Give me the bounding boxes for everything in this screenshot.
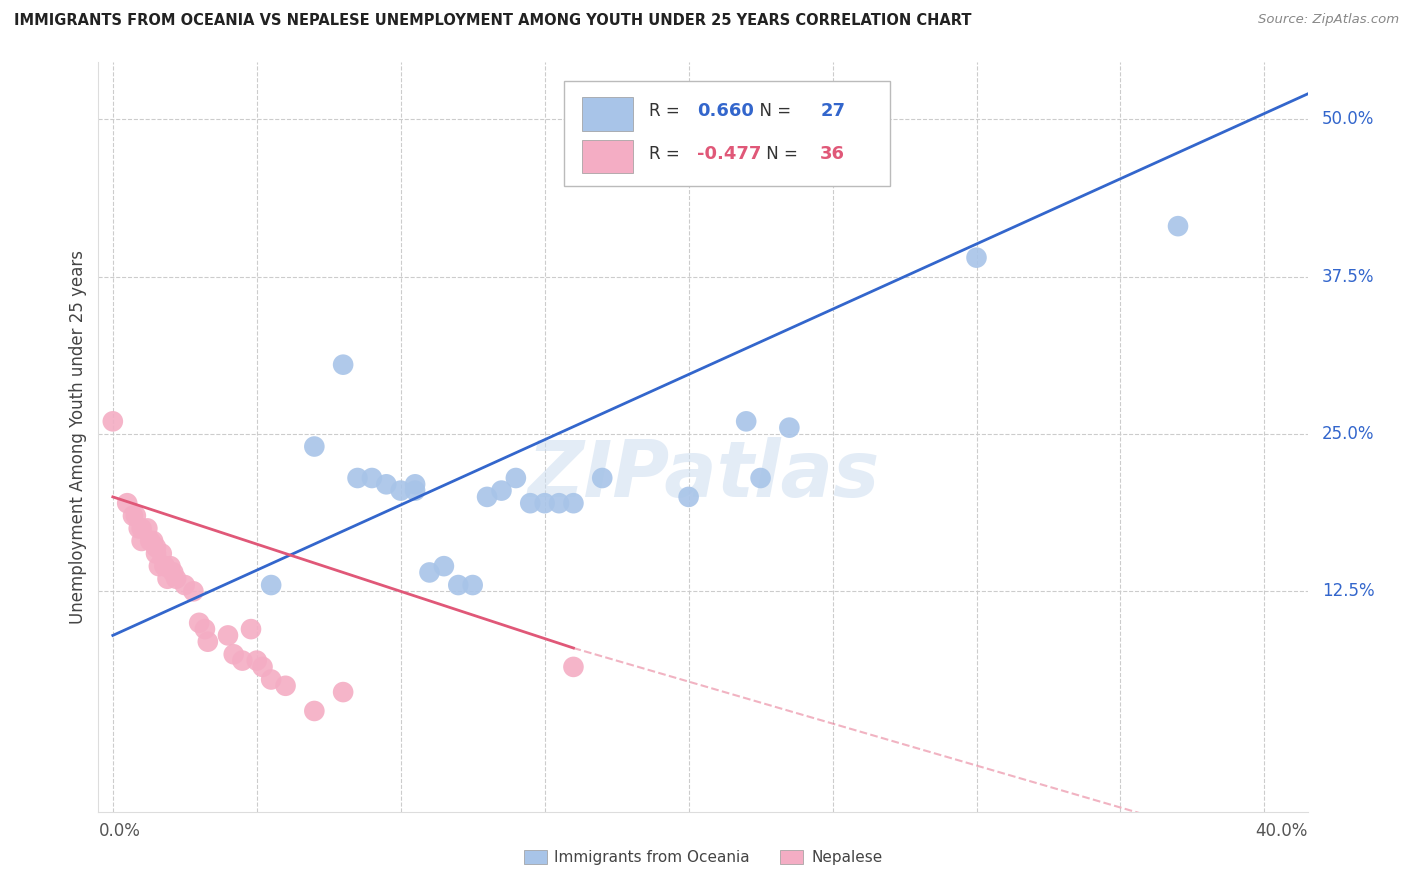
Point	[260, 578, 283, 592]
Point	[505, 471, 527, 485]
Text: 37.5%: 37.5%	[1322, 268, 1375, 285]
Text: R =: R =	[648, 145, 685, 163]
Point	[418, 566, 440, 580]
Point	[591, 471, 613, 485]
Legend: Immigrants from Oceania, Nepalese: Immigrants from Oceania, Nepalese	[517, 844, 889, 871]
Point	[1167, 219, 1189, 234]
Point	[128, 521, 150, 535]
Text: 25.0%: 25.0%	[1322, 425, 1375, 443]
Point	[447, 578, 470, 592]
Point	[562, 660, 585, 674]
Point	[125, 508, 148, 523]
Y-axis label: Unemployment Among Youth under 25 years: Unemployment Among Youth under 25 years	[69, 250, 87, 624]
Point	[966, 251, 988, 265]
Point	[533, 496, 555, 510]
Point	[153, 559, 176, 574]
Text: 0.0%: 0.0%	[98, 822, 141, 839]
Point	[122, 508, 145, 523]
Text: N =: N =	[749, 103, 796, 120]
Point	[548, 496, 571, 510]
Text: 36: 36	[820, 145, 845, 163]
Text: 50.0%: 50.0%	[1322, 110, 1374, 128]
FancyBboxPatch shape	[582, 140, 633, 173]
Point	[260, 673, 283, 687]
FancyBboxPatch shape	[582, 97, 633, 130]
Text: -0.477: -0.477	[697, 145, 761, 163]
Text: ZIPatlas: ZIPatlas	[527, 436, 879, 513]
Point	[222, 648, 245, 662]
Point	[252, 660, 274, 674]
Point	[461, 578, 484, 592]
Text: 40.0%: 40.0%	[1256, 822, 1308, 839]
Point	[562, 496, 585, 510]
Point	[142, 533, 165, 548]
Point	[778, 420, 800, 434]
Point	[131, 533, 153, 548]
Point	[246, 654, 269, 668]
Point	[749, 471, 772, 485]
Point	[735, 414, 758, 428]
Point	[475, 490, 498, 504]
Point	[404, 483, 426, 498]
FancyBboxPatch shape	[564, 81, 890, 186]
Point	[194, 622, 217, 636]
Point	[304, 440, 326, 454]
Point	[240, 622, 263, 636]
Point	[389, 483, 412, 498]
Point	[197, 634, 219, 648]
Point	[491, 483, 513, 498]
Text: R =: R =	[648, 103, 685, 120]
Point	[332, 358, 354, 372]
Point	[150, 547, 173, 561]
Point	[304, 704, 326, 718]
Point	[231, 654, 253, 668]
Point	[183, 584, 205, 599]
Point	[156, 572, 179, 586]
Text: N =: N =	[761, 145, 803, 163]
Text: 0.660: 0.660	[697, 103, 754, 120]
Point	[165, 572, 187, 586]
Point	[404, 477, 426, 491]
Point	[332, 685, 354, 699]
Point	[217, 628, 239, 642]
Point	[136, 521, 159, 535]
Text: 12.5%: 12.5%	[1322, 582, 1375, 600]
Point	[274, 679, 297, 693]
Point	[173, 578, 195, 592]
Point	[678, 490, 700, 504]
Point	[188, 615, 211, 630]
Point	[139, 533, 162, 548]
Point	[162, 566, 184, 580]
Point	[115, 496, 138, 510]
Point	[433, 559, 456, 574]
Point	[145, 547, 167, 561]
Point	[375, 477, 398, 491]
Point	[131, 521, 153, 535]
Point	[346, 471, 368, 485]
Point	[361, 471, 384, 485]
Point	[145, 541, 167, 555]
Point	[148, 559, 170, 574]
Text: Source: ZipAtlas.com: Source: ZipAtlas.com	[1258, 13, 1399, 27]
Text: 27: 27	[820, 103, 845, 120]
Point	[159, 559, 181, 574]
Text: IMMIGRANTS FROM OCEANIA VS NEPALESE UNEMPLOYMENT AMONG YOUTH UNDER 25 YEARS CORR: IMMIGRANTS FROM OCEANIA VS NEPALESE UNEM…	[14, 13, 972, 29]
Point	[153, 559, 176, 574]
Point	[101, 414, 124, 428]
Point	[519, 496, 541, 510]
